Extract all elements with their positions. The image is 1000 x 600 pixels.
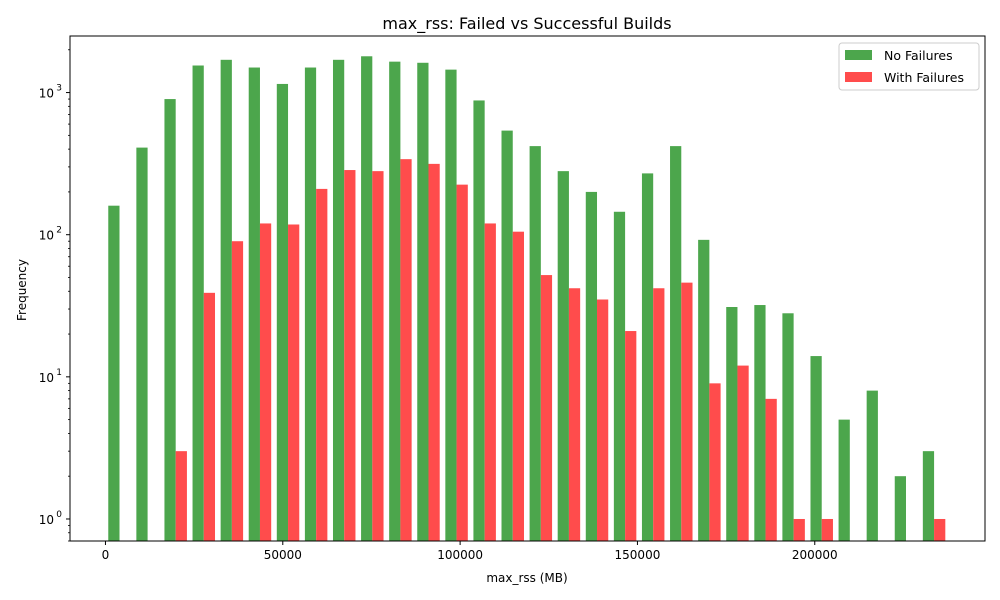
bar-no-failures — [641, 173, 654, 541]
bar-with-failures — [934, 518, 946, 541]
bar-with-failures — [568, 288, 581, 541]
bar-with-failures — [709, 383, 721, 541]
bar-with-failures — [316, 188, 328, 541]
bar-no-failures — [361, 56, 373, 541]
legend-box — [838, 42, 980, 91]
bar-no-failures — [670, 146, 682, 542]
bar-with-failures — [372, 171, 384, 541]
x-axis-label: max_rss (MB) — [486, 571, 567, 585]
bar-no-failures — [220, 59, 232, 542]
bar-with-failures — [625, 331, 637, 541]
bar-no-failures — [304, 67, 317, 541]
bar-with-failures — [484, 223, 496, 541]
bar-with-failures — [203, 292, 216, 541]
legend-swatch-no-failures — [845, 50, 872, 60]
y-tick-label: 10 — [39, 513, 54, 527]
bar-no-failures — [613, 211, 626, 541]
bar-no-failures — [501, 130, 513, 541]
bar-with-failures — [681, 282, 693, 541]
bar-with-failures — [793, 518, 805, 541]
bar-no-failures — [164, 99, 176, 541]
y-tick-label-exponent: 0 — [56, 510, 62, 520]
y-tick-label-exponent: 1 — [56, 368, 62, 378]
bar-no-failures — [866, 390, 878, 541]
bar-no-failures — [332, 59, 345, 542]
bar-no-failures — [838, 419, 850, 541]
legend-label-no-failures: No Failures — [884, 48, 953, 63]
bar-no-failures — [192, 65, 204, 541]
bars — [108, 56, 946, 542]
legend-swatch-with-failures — [845, 72, 872, 82]
bar-with-failures — [344, 170, 356, 542]
y-axis-label: Frequency — [15, 259, 29, 321]
bar-no-failures — [529, 146, 541, 542]
x-tick-label: 200000 — [792, 548, 838, 562]
bar-with-failures — [653, 288, 665, 541]
bar-with-failures — [737, 365, 749, 541]
chart-title: max_rss: Failed vs Successful Builds — [382, 14, 671, 34]
legend-label-with-failures: With Failures — [884, 70, 964, 85]
x-tick-label: 150000 — [615, 548, 661, 562]
bar-with-failures — [765, 398, 777, 541]
bar-with-failures — [231, 241, 244, 541]
bar-no-failures — [389, 61, 401, 542]
bar-with-failures — [821, 518, 833, 541]
bar-with-failures — [428, 163, 440, 541]
y-tick-label: 10 — [39, 371, 54, 385]
bar-with-failures — [512, 231, 524, 541]
bar-no-failures — [248, 67, 260, 541]
bar-no-failures — [445, 69, 457, 541]
x-tick-label: 50000 — [264, 548, 302, 562]
plot-frame — [69, 35, 986, 542]
bar-with-failures — [259, 223, 272, 541]
bar-no-failures — [276, 83, 289, 541]
bar-no-failures — [417, 62, 429, 541]
bar-no-failures — [698, 239, 710, 541]
legend: No Failures With Failures — [838, 42, 980, 91]
x-tick-label: 0 — [102, 548, 110, 562]
bar-with-failures — [400, 159, 412, 541]
y-tick-label: 10 — [39, 87, 54, 101]
bar-no-failures — [810, 356, 822, 541]
bar-with-failures — [456, 184, 468, 541]
y-tick-label-exponent: 2 — [56, 226, 62, 236]
bar-no-failures — [473, 100, 485, 541]
bar-no-failures — [136, 147, 148, 541]
bar-with-failures — [288, 224, 300, 542]
y-tick-label-exponent: 3 — [56, 84, 62, 94]
x-tick-label: 100000 — [437, 548, 483, 562]
x-axis: 0 50000 100000 150000 200000 — [102, 541, 838, 562]
bar-with-failures — [597, 299, 609, 541]
bar-with-failures — [540, 275, 553, 541]
bar-with-failures — [175, 451, 187, 541]
y-tick-label: 10 — [39, 229, 54, 243]
bar-no-failures — [585, 191, 598, 541]
bar-no-failures — [894, 476, 906, 541]
bar-no-failures — [782, 313, 794, 541]
bar-no-failures — [108, 205, 120, 541]
bar-no-failures — [922, 451, 935, 541]
bar-no-failures — [754, 305, 766, 541]
bar-no-failures — [726, 307, 738, 541]
bar-no-failures — [557, 171, 569, 541]
